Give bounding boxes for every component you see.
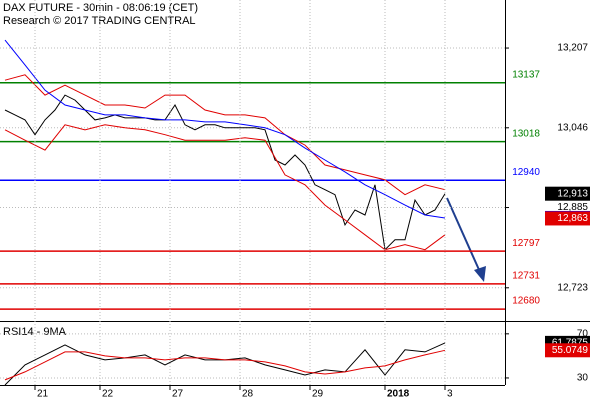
chart-subtitle: Research © 2017 TRADING CENTRAL xyxy=(3,15,196,27)
price-box-label: 12,863 xyxy=(557,213,588,224)
series-line xyxy=(4,39,446,219)
series-line xyxy=(4,74,446,196)
y-tick-label: 30 xyxy=(577,373,589,384)
x-tick-label: 28 xyxy=(242,389,254,400)
x-tick-label: 21 xyxy=(37,389,49,400)
level-label: 13137 xyxy=(512,69,540,80)
y-tick-label: 13,046 xyxy=(557,122,588,133)
x-tick-label: 29 xyxy=(312,389,324,400)
price-box xyxy=(545,211,590,226)
x-tick-label: 27 xyxy=(172,389,184,400)
level-label: 12731 xyxy=(512,270,540,281)
y-tick-label: 12,723 xyxy=(557,282,588,293)
x-tick-label: 22 xyxy=(102,389,114,400)
y-tick-label: 70 xyxy=(577,328,589,339)
price-box-label: 61.7875 xyxy=(552,338,589,349)
x-tick-label: 2018 xyxy=(387,389,410,400)
level-label: 13018 xyxy=(512,128,540,139)
level-label: 12680 xyxy=(512,296,540,307)
series-line xyxy=(4,94,446,251)
y-tick-label: 13,207 xyxy=(557,43,588,54)
chart-title: DAX FUTURE - 30min - 08:06:19 (CET) xyxy=(3,2,198,14)
price-box-label: 12,913 xyxy=(557,188,588,199)
series-line xyxy=(4,349,446,381)
level-label: 12797 xyxy=(512,238,540,249)
price-box-label: 55.0749 xyxy=(552,345,589,356)
x-tick-label: 3 xyxy=(447,389,453,400)
forecast-arrow xyxy=(446,197,486,282)
price-box xyxy=(545,186,590,201)
y-tick-label: 12,885 xyxy=(557,202,588,213)
rsi-title: RSI14 - 9MA xyxy=(3,326,67,338)
series-line xyxy=(4,124,446,251)
price-box xyxy=(545,343,590,358)
level-label: 12940 xyxy=(512,167,540,178)
